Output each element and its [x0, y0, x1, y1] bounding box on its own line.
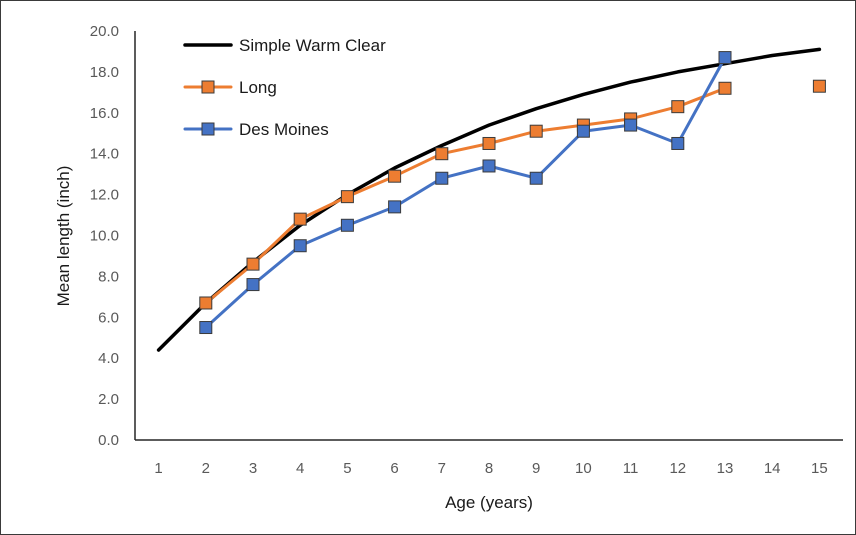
legend-item: Long [183, 78, 277, 97]
y-tick-labels: 0.0 2.0 4.0 6.0 8.0 10.0 12.0 14.0 16.0 18.0 20.0 [90, 23, 119, 449]
legend-label: Des Moines [239, 120, 329, 139]
x-tick-label: 2 [202, 460, 210, 477]
data-point-marker [246, 257, 260, 271]
data-point-marker [529, 124, 543, 138]
data-point-marker [340, 218, 354, 232]
data-point-marker [435, 147, 449, 161]
data-point-marker [199, 296, 213, 310]
x-tick-label: 15 [811, 460, 828, 477]
data-point-marker [199, 321, 213, 335]
x-tick-label: 12 [669, 460, 686, 477]
data-point-marker [435, 171, 449, 185]
y-tick-label: 10.0 [90, 228, 119, 245]
data-point-marker [812, 79, 826, 93]
y-tick-label: 6.0 [98, 309, 119, 326]
data-point-marker [671, 100, 685, 114]
legend-swatch-marker [201, 80, 215, 94]
data-point-marker [624, 118, 638, 132]
x-tick-label: 13 [717, 460, 734, 477]
x-tick-label: 6 [390, 460, 398, 477]
data-point-marker [293, 212, 307, 226]
x-tick-label: 11 [623, 460, 639, 477]
legend: Simple Warm Clear Long Des Moines [183, 36, 386, 139]
data-point-marker [340, 190, 354, 204]
series-1 [199, 79, 826, 310]
legend-swatch-marker [201, 122, 215, 136]
y-tick-label: 2.0 [98, 391, 119, 408]
legend-item: Simple Warm Clear [183, 36, 386, 55]
y-axis-title: Mean length (inch) [54, 166, 73, 307]
x-tick-label: 10 [575, 460, 592, 477]
data-point-marker [718, 81, 732, 95]
y-tick-label: 4.0 [98, 350, 119, 367]
data-point-marker [718, 51, 732, 65]
series-2 [199, 51, 732, 335]
x-tick-label: 9 [532, 460, 540, 477]
series [156, 47, 826, 352]
x-tick-label: 1 [154, 460, 162, 477]
x-tick-label: 14 [764, 460, 781, 477]
x-axis-title: Age (years) [445, 493, 533, 512]
legend-label: Simple Warm Clear [239, 36, 386, 55]
series-line [204, 56, 727, 329]
y-tick-label: 16.0 [90, 105, 119, 122]
legend-item: Des Moines [183, 120, 329, 139]
data-point-marker [388, 169, 402, 183]
y-tick-label: 20.0 [90, 23, 119, 40]
data-point-marker [576, 124, 590, 138]
x-tick-label: 3 [249, 460, 257, 477]
data-point-marker [482, 136, 496, 150]
y-tick-label: 14.0 [90, 146, 119, 163]
data-point-marker [293, 239, 307, 253]
x-tick-label: 8 [485, 460, 493, 477]
series-line [204, 86, 727, 305]
data-point-marker [482, 159, 496, 173]
x-tick-label: 4 [296, 460, 304, 477]
data-point-marker [529, 171, 543, 185]
x-tick-label: 7 [438, 460, 446, 477]
y-tick-label: 18.0 [90, 64, 119, 81]
legend-label: Long [239, 78, 277, 97]
data-point-marker [671, 136, 685, 150]
y-tick-label: 8.0 [98, 268, 119, 285]
data-point-marker [246, 278, 260, 292]
y-tick-label: 12.0 [90, 187, 119, 204]
data-point-marker [388, 200, 402, 214]
axes [134, 31, 843, 441]
y-tick-label: 0.0 [98, 432, 119, 449]
x-tick-labels: 1 2 3 4 5 6 7 8 9 10 11 12 13 14 15 [154, 460, 827, 477]
x-tick-label: 5 [343, 460, 351, 477]
